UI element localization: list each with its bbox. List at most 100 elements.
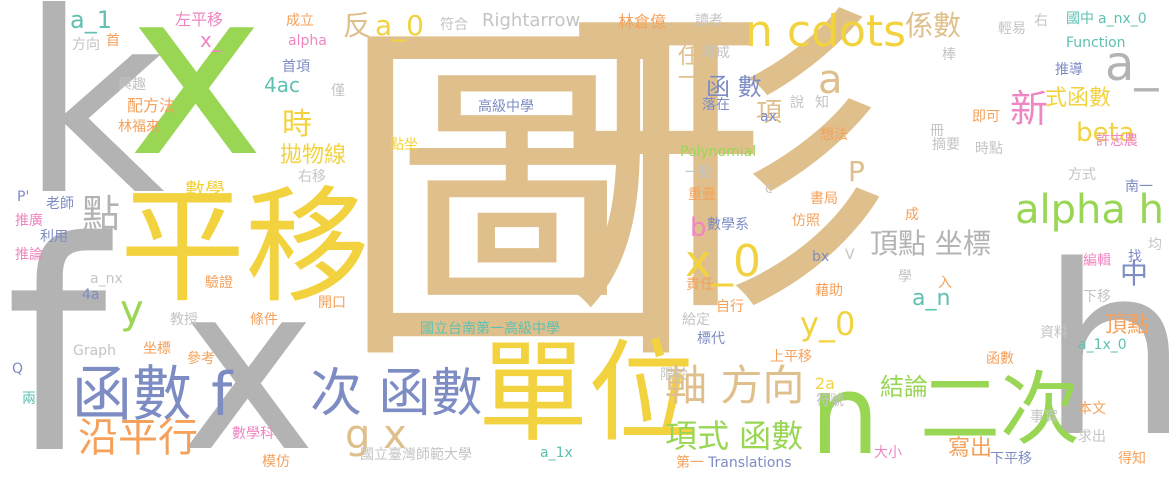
cloud-word: 棒 <box>942 47 956 63</box>
cloud-word: 下移 <box>1083 289 1111 305</box>
cloud-word: 高級中學 <box>478 99 534 115</box>
cloud-word: 4ac <box>264 73 300 97</box>
cloud-word: 單位 <box>478 329 698 457</box>
cloud-word: 責任 <box>686 277 714 293</box>
cloud-word: 找 <box>1128 249 1142 265</box>
cloud-word: 推論 <box>15 247 43 263</box>
cloud-word: 說 <box>790 95 804 111</box>
cloud-word: 即可 <box>972 109 1000 125</box>
cloud-word: alpha h <box>1015 187 1164 233</box>
cloud-word: 教授 <box>170 312 198 328</box>
cloud-word: a_nx <box>90 271 123 287</box>
cloud-word: 輕易 <box>998 21 1026 37</box>
cloud-word: 條件 <box>250 312 278 328</box>
cloud-word: 南一 <box>1125 179 1153 195</box>
cloud-word: 符號 <box>816 393 844 409</box>
cloud-word: 結論 <box>880 373 928 401</box>
cloud-word: 自行 <box>716 299 744 315</box>
cloud-word: 興趣 <box>118 77 146 93</box>
cloud-word: 頂點 <box>1105 313 1150 338</box>
cloud-word: y <box>120 287 144 333</box>
cloud-word: Graph <box>73 343 116 359</box>
cloud-word: 讀者 <box>695 13 723 29</box>
cloud-word: 林倉億 <box>618 12 667 31</box>
cloud-word: y_0 <box>800 305 856 343</box>
cloud-word: 符合 <box>440 17 468 33</box>
cloud-word: V <box>845 247 855 263</box>
cloud-word: 利用 <box>40 229 68 245</box>
cloud-word: a_0 <box>375 9 424 42</box>
cloud-word: a_1x_0 <box>1078 337 1127 353</box>
cloud-word: 配方法 <box>127 96 176 115</box>
cloud-word: c <box>765 181 773 197</box>
cloud-word: 任一 <box>674 44 699 88</box>
cloud-word: 書局 <box>810 191 838 207</box>
cloud-word: 數學系 <box>707 217 749 233</box>
cloud-word: a_1x <box>540 445 573 461</box>
cloud-word: 模仿 <box>262 454 290 470</box>
cloud-word: a_nx_0 <box>1098 11 1147 27</box>
cloud-word: P' <box>17 189 30 205</box>
cloud-word: 點坐 <box>390 137 418 153</box>
cloud-word: 林福來 <box>118 119 160 135</box>
cloud-word: 求出 <box>1078 429 1106 445</box>
cloud-word: 國中 <box>1066 11 1094 27</box>
cloud-word: 均 <box>1148 237 1162 253</box>
cloud-word: Polynomial <box>680 144 757 160</box>
cloud-word: 數學科 <box>232 426 274 442</box>
cloud-word: g x <box>345 412 407 458</box>
cloud-word: a_1 <box>70 6 112 34</box>
cloud-word: 入 <box>938 275 952 291</box>
cloud-word: 平移 <box>120 175 370 320</box>
cloud-word: 得知 <box>1118 451 1146 467</box>
cloud-word: 許志農 <box>1096 133 1138 149</box>
cloud-word: b <box>690 213 707 243</box>
cloud-word: 摘要 <box>932 137 960 153</box>
cloud-word: 左平移 <box>175 10 224 29</box>
cloud-word: f <box>5 181 108 482</box>
cloud-word: 重疊 <box>688 187 716 203</box>
cloud-word: 4a <box>82 287 100 303</box>
cloud-word: 國立臺灣師範大學 <box>360 447 472 463</box>
cloud-word: 限於 <box>660 367 688 383</box>
cloud-word: 學 <box>898 269 912 285</box>
cloud-word: 首 <box>106 33 120 49</box>
cloud-word: 函數 <box>986 351 1014 367</box>
cloud-word: 頂點 坐標 <box>870 227 991 260</box>
cloud-word: h <box>1040 216 1175 482</box>
cloud-word: 標代 <box>697 331 725 347</box>
cloud-word: alpha <box>288 33 327 49</box>
cloud-word: 2a <box>815 374 835 393</box>
cloud-word: Translations <box>708 455 792 471</box>
cloud-word: ax <box>760 109 777 125</box>
cloud-word: 藉助 <box>815 283 843 299</box>
cloud-word: 給定 <box>682 312 710 328</box>
cloud-word: 數學 <box>185 178 225 202</box>
cloud-word: 右移 <box>298 169 326 185</box>
cloud-word: 仿照 <box>792 213 820 229</box>
cloud-word: 兩 <box>22 391 36 407</box>
cloud-word: 推導 <box>1055 62 1083 78</box>
cloud-word: 點 <box>82 192 121 236</box>
cloud-word: 式函數 <box>1045 86 1112 111</box>
cloud-word: 反 <box>343 9 372 42</box>
cloud-word: a_n <box>912 286 951 311</box>
cloud-word: 下平移 <box>990 451 1032 467</box>
cloud-word: 驗證 <box>205 275 233 291</box>
cloud-word: 形 <box>560 0 890 357</box>
cloud-word: 拋物線 <box>280 143 347 168</box>
cloud-word: 函 數 <box>706 73 762 101</box>
cloud-word: 新 <box>1010 87 1049 131</box>
cloud-word: 時點 <box>975 141 1003 157</box>
cloud-word: 老師 <box>46 196 74 212</box>
cloud-word: 成立 <box>286 13 314 29</box>
cloud-word: 知 <box>815 95 829 111</box>
cloud-word: 第一 <box>676 455 704 471</box>
cloud-word: 方向 <box>72 37 100 53</box>
cloud-word: 寫出 <box>948 436 993 461</box>
cloud-word: 上平移 <box>770 349 812 365</box>
cloud-word: 右 <box>1034 13 1048 29</box>
cloud-word: 冊 <box>930 123 944 139</box>
cloud-word: 成 <box>905 207 919 223</box>
